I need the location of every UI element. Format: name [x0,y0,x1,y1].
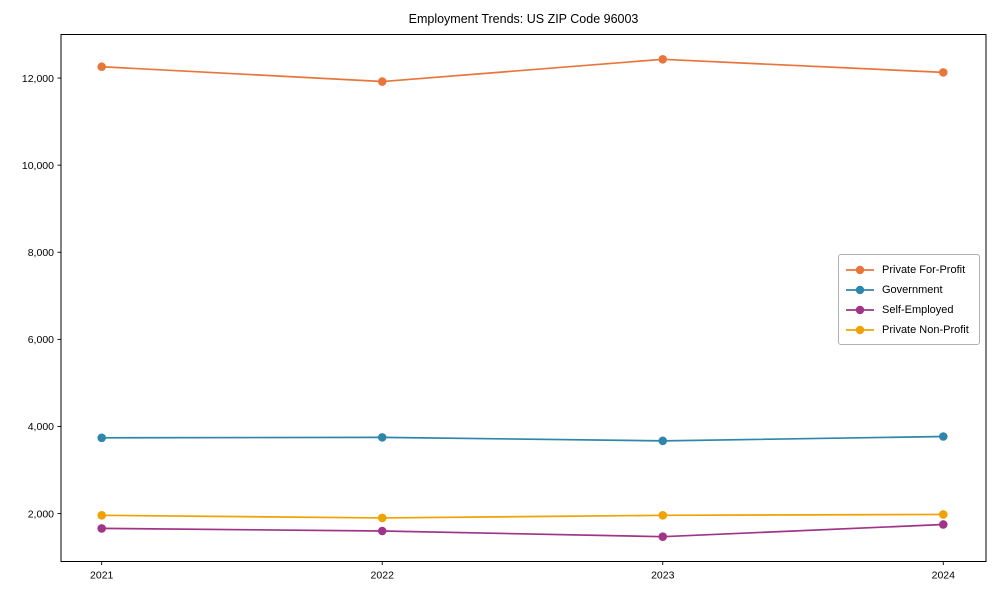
series-line-private-for-profit [101,58,944,83]
x-tick-label: 2023 [651,570,675,582]
data-point-government-2024 [938,432,948,441]
legend-item-self-employed: Self-Employed [845,300,971,319]
legend-item-government: Government [845,280,971,299]
data-point-private-for-profit-2022 [377,77,387,86]
series-line-private-non-profit [101,513,944,519]
legend-label-private-for-profit: Private For-Profit [882,263,966,276]
legend-label-self-employed: Self-Employed [882,303,954,316]
data-point-private-non-profit-2021 [97,511,106,520]
chart-title: Employment Trends: US ZIP Code 96003 [408,12,639,26]
y-tick-label: 4,000 [28,421,54,433]
y-tick-label: 8,000 [28,247,54,259]
data-point-government-2021 [97,433,106,443]
legend-item-private-for-profit: Private For-Profit [845,260,971,279]
y-tick-label: 10,000 [22,160,54,172]
data-point-self-employed-2021 [97,524,106,533]
data-point-self-employed-2022 [377,526,387,536]
series-line-government [101,435,944,442]
x-tick-label: 2022 [371,570,395,582]
legend-label-government: Government [882,283,943,296]
legend-item-private-non-profit: Private Non-Profit [845,320,971,339]
data-point-private-for-profit-2021 [97,62,106,72]
data-point-self-employed-2024 [938,520,948,529]
y-tick-label: 12,000 [22,73,54,85]
legend-marker-private-non-profit-icon [846,325,874,334]
data-point-self-employed-2023 [658,532,668,541]
legend-label-private-non-profit: Private Non-Profit [882,323,969,336]
legend: Private For-Profit Government Self-Emplo… [838,254,980,345]
data-point-private-for-profit-2024 [938,68,948,77]
legend-marker-self-employed-icon [846,305,874,314]
y-tick-label: 2,000 [28,508,54,520]
data-point-private-non-profit-2022 [377,513,387,523]
x-tick-label: 2024 [932,570,956,582]
legend-marker-government-icon [846,285,874,294]
series-line-self-employed [101,523,944,538]
data-point-government-2022 [377,433,387,442]
legend-marker-private-for-profit-icon [846,265,874,274]
x-tick-label: 2021 [90,570,114,582]
data-point-government-2023 [658,436,668,446]
data-point-private-for-profit-2023 [658,55,668,64]
y-tick-label: 6,000 [28,334,54,346]
data-point-private-non-profit-2023 [658,511,668,520]
data-point-private-non-profit-2024 [938,510,948,519]
plot-border [60,34,987,562]
